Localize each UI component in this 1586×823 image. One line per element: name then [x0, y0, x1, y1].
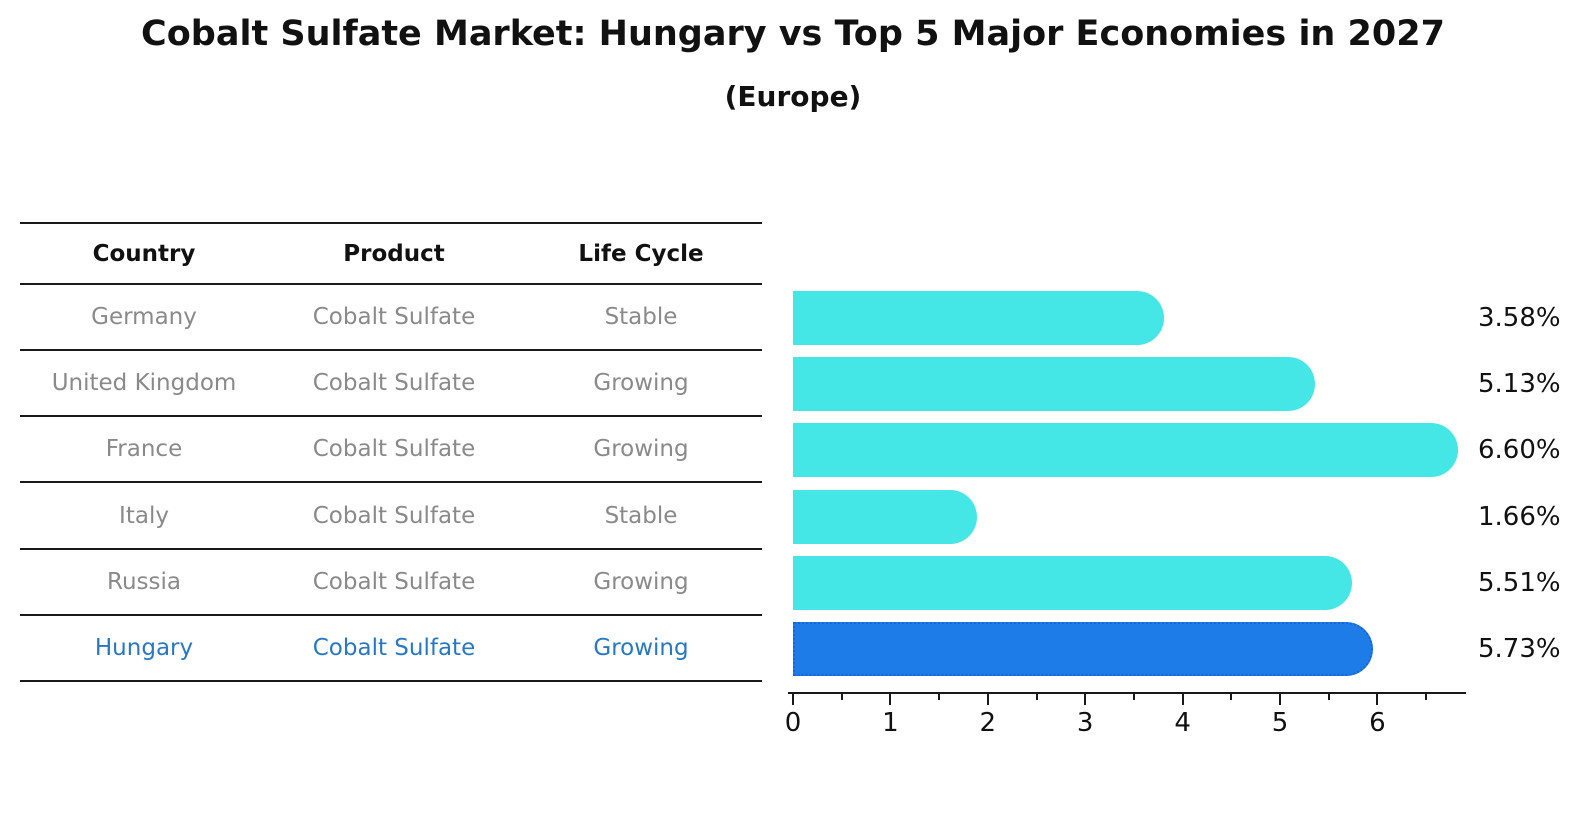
x-axis-minor-tick — [1327, 692, 1330, 700]
table-row: Germany Cobalt Sulfate Stable — [20, 285, 762, 352]
table-cell-product: Cobalt Sulfate — [312, 634, 476, 661]
table-header-country: Country — [92, 240, 196, 267]
value-label: 6.60% — [1478, 435, 1561, 466]
bar-germany — [793, 291, 1164, 346]
value-label: 1.66% — [1478, 501, 1561, 532]
table-cell-product: Cobalt Sulfate — [312, 502, 476, 529]
table-cell-product: Cobalt Sulfate — [312, 568, 476, 595]
table-cell-country: Russia — [107, 568, 181, 595]
x-axis-major-tick — [1181, 692, 1184, 705]
table-cell-country: France — [105, 436, 183, 463]
x-axis-tick-label: 0 — [784, 708, 802, 738]
bar-italy — [793, 489, 977, 544]
bar-russia — [793, 555, 1352, 610]
table-body: Germany Cobalt Sulfate Stable United Kingdo… — [20, 285, 762, 682]
value-label: 5.13% — [1478, 369, 1561, 400]
table-cell-product: Cobalt Sulfate — [312, 370, 476, 397]
x-axis-minor-tick — [1132, 692, 1135, 700]
x-axis-major-tick — [1376, 692, 1379, 705]
table-row: Russia Cobalt Sulfate Growing — [20, 550, 762, 616]
chart-subtitle: (Europe) — [724, 80, 862, 113]
x-axis-minor-tick — [1425, 692, 1428, 700]
table-header-row: Country Product Life Cycle — [20, 222, 762, 285]
table-cell-life-cycle: Stable — [604, 304, 678, 331]
x-axis-minor-tick — [840, 692, 843, 700]
x-axis-tick-label: 3 — [1076, 708, 1094, 738]
table-row: Hungary Cobalt Sulfate Growing — [20, 616, 762, 682]
value-label: 5.73% — [1478, 633, 1561, 664]
table-cell-life-cycle: Growing — [593, 370, 689, 397]
table-header-product: Product — [343, 240, 445, 267]
table-cell-country: Germany — [91, 304, 197, 331]
table-cell-country: Hungary — [94, 634, 194, 661]
x-axis-tick-label: 6 — [1369, 708, 1386, 738]
x-axis-major-tick — [889, 692, 892, 705]
table-row: France Cobalt Sulfate Growing — [20, 417, 762, 484]
table-row: Italy Cobalt Sulfate Stable — [20, 483, 762, 550]
table-cell-country: United Kingdom — [51, 370, 237, 397]
table-cell-country: Italy — [119, 502, 169, 529]
table-cell-product: Cobalt Sulfate — [312, 304, 476, 331]
x-axis-major-tick — [792, 692, 794, 705]
table-header-life-cycle: Life Cycle — [578, 240, 704, 267]
x-axis-tick-label: 5 — [1271, 708, 1289, 738]
table-cell-life-cycle: Growing — [593, 436, 689, 463]
x-axis-minor-tick — [1230, 692, 1233, 700]
x-axis-major-tick — [986, 692, 989, 705]
country-table: Country Product Life Cycle Germany Cobalt… — [20, 222, 762, 682]
bar-united-kingdom — [793, 357, 1315, 412]
x-axis-minor-tick — [1035, 692, 1038, 700]
x-axis-tick-label: 2 — [979, 708, 997, 738]
chart-title: Cobalt Sulfate Market: Hungary vs Top 5 … — [141, 14, 1445, 54]
x-axis-major-tick — [1279, 692, 1281, 705]
table-row: United Kingdom Cobalt Sulfate Growing — [20, 351, 762, 418]
x-axis-tick-label: 4 — [1174, 708, 1191, 738]
x-axis-minor-tick — [938, 692, 941, 700]
bar-highlight-hungary — [793, 621, 1374, 676]
table-cell-product: Cobalt Sulfate — [312, 436, 476, 463]
x-axis-major-tick — [1084, 692, 1087, 705]
value-label: 5.51% — [1478, 567, 1561, 598]
table-cell-life-cycle: Growing — [593, 634, 689, 661]
x-axis-line — [788, 692, 1466, 694]
bar-france — [793, 423, 1458, 478]
table-cell-life-cycle: Growing — [593, 568, 689, 595]
x-axis-tick-label: 1 — [882, 708, 899, 738]
table-cell-life-cycle: Stable — [604, 502, 678, 529]
value-label: 3.58% — [1478, 303, 1561, 334]
